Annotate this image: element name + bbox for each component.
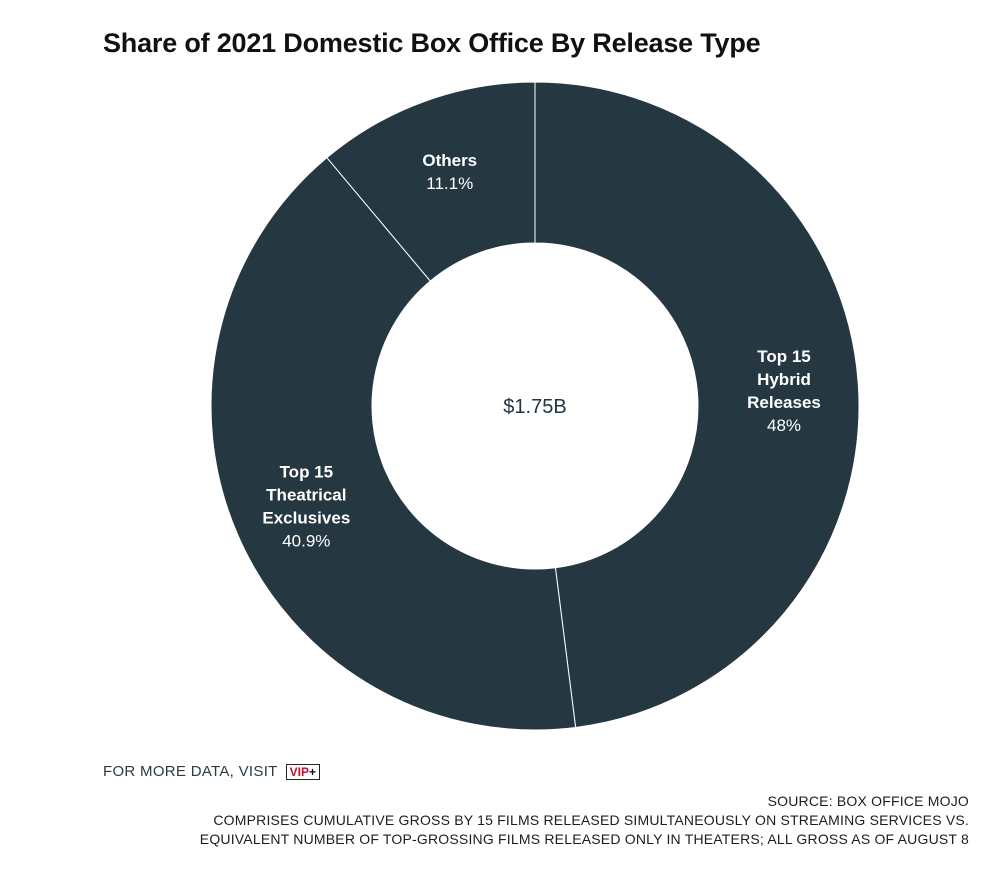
vip-logo-plus: + [308,764,316,779]
slice-value-text: 48% [767,416,801,435]
center-total: $1.75B [503,396,566,418]
slice-label-1: Top 15 Theatrical Exclusives 40.9% [262,462,350,550]
vip-plus-logo[interactable]: VIP+ [285,763,320,780]
vip-logo-text: VIP [289,764,309,779]
slice-label-0: Top 15 Hybrid Releases 48% [747,347,821,435]
methodology-note-line-2: EQUIVALENT NUMBER OF TOP-GROSSING FILMS … [199,831,969,847]
slice-label-text: Exclusives [262,508,350,527]
source-note: SOURCE: BOX OFFICE MOJO [767,793,969,809]
donut-slice-0 [534,81,860,729]
slice-label-text: Top 15 [280,462,334,481]
slice-label-2: Others 11.1% [422,151,477,193]
slice-label-text: Others [422,151,477,170]
slice-value-text: 11.1% [426,174,473,193]
chart-title: Share of 2021 Domestic Box Office By Rel… [103,28,761,58]
footnotes: SOURCE: BOX OFFICE MOJO COMPRISES CUMULA… [200,792,969,849]
donut-slice-2 [326,81,536,282]
donut-chart: Top 15 Hybrid Releases 48% Top 15 Theatrical E… [210,81,860,731]
slice-value-text: 40.9% [282,531,330,550]
donut-slice-1 [210,156,577,731]
slice-label-text: Hybrid [757,370,811,389]
slice-label-text: Theatrical [266,485,346,504]
methodology-note-line-1: COMPRISES CUMULATIVE GROSS BY 15 FILMS R… [213,812,969,828]
slice-label-text: Top 15 [757,347,811,366]
slice-label-text: Releases [747,393,821,412]
more-data-text: FOR MORE DATA, VISIT [103,763,278,780]
more-data-line: FOR MORE DATA, VISIT VIP+ [103,763,320,780]
